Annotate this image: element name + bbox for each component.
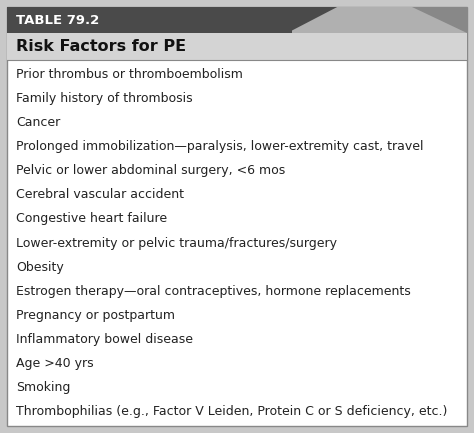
Bar [7, 33, 467, 60]
Text: Prior thrombus or thromboembolism: Prior thrombus or thromboembolism [16, 68, 243, 81]
Bar [7, 7, 467, 33]
Text: Inflammatory bowel disease: Inflammatory bowel disease [16, 333, 193, 346]
Text: Obesity: Obesity [16, 261, 64, 274]
Text: Smoking: Smoking [16, 381, 70, 394]
Text: TABLE 79.2: TABLE 79.2 [16, 13, 99, 26]
Text: Pregnancy or postpartum: Pregnancy or postpartum [16, 309, 175, 322]
Text: Congestive heart failure: Congestive heart failure [16, 212, 167, 225]
Text: Thrombophilias (e.g., Factor V Leiden, Protein C or S deficiency, etc.): Thrombophilias (e.g., Factor V Leiden, P… [16, 405, 447, 418]
Bar [7, 7, 292, 33]
Text: Lower-extremity or pelvic trauma/fractures/surgery: Lower-extremity or pelvic trauma/fractur… [16, 236, 337, 249]
Text: Cerebral vascular accident: Cerebral vascular accident [16, 188, 184, 201]
Text: Prolonged immobilization—paralysis, lower-extremity cast, travel: Prolonged immobilization—paralysis, lowe… [16, 140, 423, 153]
Text: Risk Factors for PE: Risk Factors for PE [16, 39, 186, 54]
Polygon shape [412, 7, 467, 33]
Polygon shape [287, 7, 337, 33]
Text: Family history of thrombosis: Family history of thrombosis [16, 92, 192, 105]
Text: Cancer: Cancer [16, 116, 60, 129]
Text: Estrogen therapy—oral contraceptives, hormone replacements: Estrogen therapy—oral contraceptives, ho… [16, 285, 411, 298]
Text: Pelvic or lower abdominal surgery, <6 mos: Pelvic or lower abdominal surgery, <6 mo… [16, 164, 285, 177]
Text: Age >40 yrs: Age >40 yrs [16, 357, 94, 370]
